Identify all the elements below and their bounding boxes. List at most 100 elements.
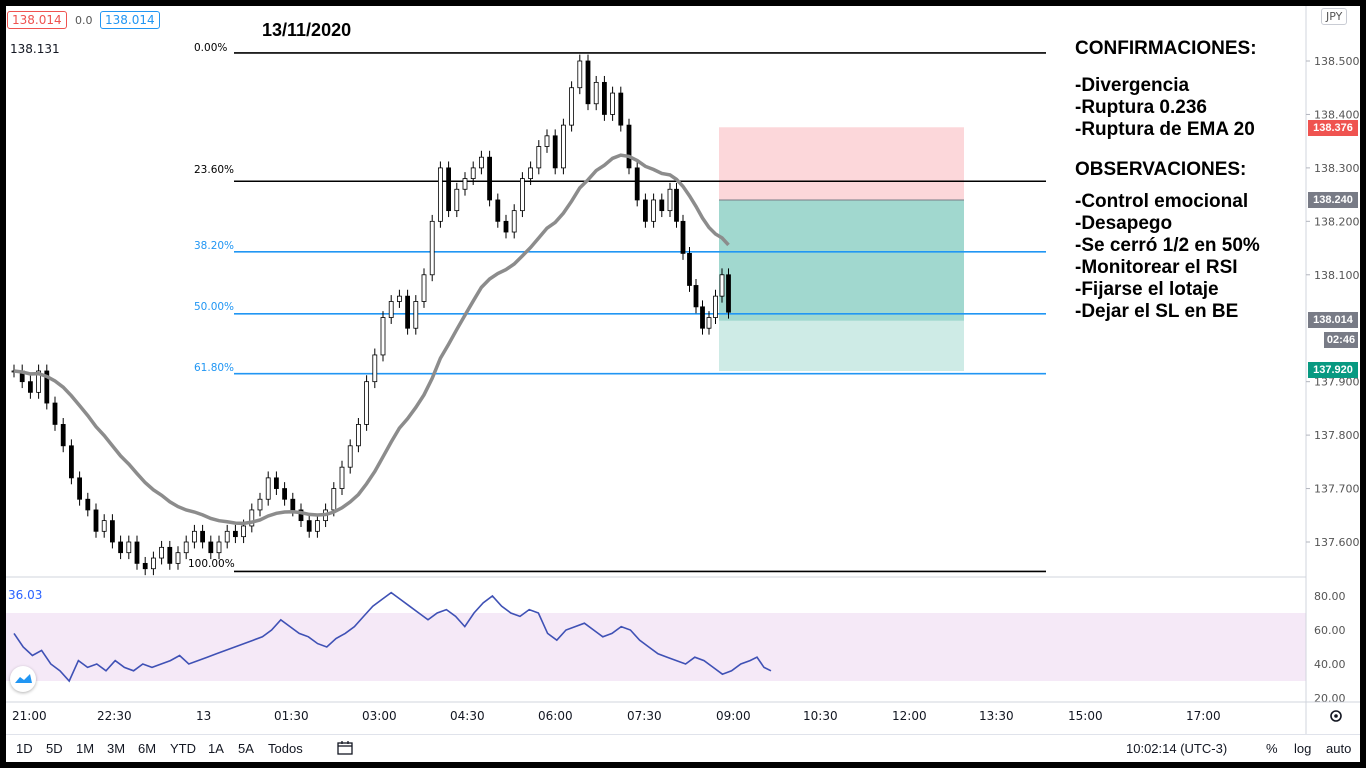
- rsi-tick-label: 40.00: [1314, 658, 1346, 671]
- candle-body: [593, 81, 599, 105]
- candle-body: [314, 520, 320, 532]
- range-6m-button[interactable]: 6M: [138, 741, 157, 756]
- candlestick-series: [11, 54, 731, 576]
- candle-body: [298, 509, 304, 522]
- candle-body: [142, 562, 148, 570]
- fib-level-label: 100.00%: [188, 558, 235, 570]
- auto-scale-button[interactable]: auto: [1326, 741, 1352, 756]
- candle-body: [674, 188, 679, 222]
- candle-body: [552, 135, 558, 169]
- price-badge-red: 138.014: [7, 11, 67, 29]
- candle-body: [405, 295, 411, 329]
- candle-body: [577, 60, 583, 89]
- candle-body: [60, 424, 66, 447]
- candle-body: [331, 488, 337, 511]
- candle-body: [290, 498, 296, 511]
- time-axis-label: 01:30: [274, 709, 309, 723]
- range-ytd-button[interactable]: YTD: [170, 741, 196, 756]
- candle-body: [265, 477, 271, 500]
- chart-frame: 0.00% 23.60% 38.20% 50.00% 61.80% 100.00% 80.…: [6, 6, 1360, 762]
- range-3m-button[interactable]: 3M: [107, 741, 126, 756]
- rsi-tick-label: 80.00: [1314, 590, 1346, 603]
- candle-body: [110, 520, 115, 543]
- fib-level-label: 23.60%: [194, 164, 234, 176]
- chart-canvas[interactable]: 0.00% 23.60% 38.20% 50.00% 61.80% 100.00% 80.…: [6, 6, 1360, 762]
- candle-body: [44, 370, 50, 404]
- rsi-tick-label: 60.00: [1314, 624, 1346, 637]
- percent-scale-button[interactable]: %: [1266, 741, 1278, 756]
- candle-body: [216, 541, 222, 554]
- candle-body: [93, 509, 99, 532]
- candle-body: [561, 124, 566, 169]
- clock-timezone[interactable]: 10:02:14 (UTC-3): [1126, 741, 1228, 756]
- observation-item: -Monitorear el RSI: [1075, 257, 1238, 278]
- profit-zone-filled: [719, 199, 964, 321]
- candle-body: [520, 178, 525, 212]
- range-all-button[interactable]: Todos: [268, 741, 303, 756]
- candle-body: [241, 525, 247, 538]
- candle-body: [470, 167, 476, 179]
- candle-body: [167, 546, 173, 564]
- candle-body: [355, 424, 361, 447]
- ema-20-line: [13, 153, 730, 526]
- price-tick-label: 137.900: [1314, 376, 1360, 389]
- settings-gear-icon: [1330, 710, 1342, 722]
- candle-body: [700, 306, 705, 329]
- currency-button[interactable]: JPY: [1321, 8, 1348, 25]
- candle-body: [667, 188, 673, 212]
- range-1d-button[interactable]: 1D: [16, 741, 33, 756]
- price-tick-label: 138.500: [1314, 55, 1360, 68]
- take-profit-price-tag: 137.920: [1308, 362, 1358, 378]
- tradingview-logo-icon[interactable]: [10, 666, 36, 692]
- candle-body: [503, 220, 509, 233]
- candle-body: [126, 541, 132, 554]
- candle-body: [413, 301, 419, 329]
- candle-body: [569, 87, 574, 126]
- candle-body: [726, 274, 731, 313]
- candle-body: [462, 178, 468, 190]
- rsi-value-label: 36.03: [8, 588, 43, 602]
- candle-body: [175, 552, 181, 564]
- range-1a-button[interactable]: 1A: [208, 741, 224, 756]
- candle-body: [224, 530, 230, 543]
- candle-body: [446, 167, 452, 212]
- goto-date-icon[interactable]: [336, 740, 354, 759]
- observation-item: -Desapego: [1075, 213, 1173, 234]
- candle-body: [478, 156, 484, 169]
- candle-body: [183, 541, 189, 554]
- change-label: 0.0: [75, 14, 93, 27]
- price-tick-label: 138.400: [1314, 108, 1360, 121]
- candle-body: [437, 167, 443, 222]
- candle-body: [618, 92, 624, 126]
- observation-item: -Control emocional: [1075, 191, 1249, 212]
- candle-body: [150, 557, 156, 570]
- last-close-label: 138.131: [10, 42, 60, 56]
- candle-body: [421, 274, 427, 302]
- confirmation-item: -Ruptura 0.236: [1075, 97, 1207, 118]
- candle-body: [693, 285, 699, 308]
- candle-body: [706, 317, 712, 329]
- candle-body: [610, 92, 615, 115]
- date-title: 13/11/2020: [262, 20, 352, 40]
- time-axis-label: 13: [196, 709, 211, 723]
- log-scale-button[interactable]: log: [1294, 741, 1312, 756]
- candle-body: [602, 81, 607, 115]
- confirmation-item: -Divergencia: [1075, 75, 1190, 96]
- time-axis-label: 21:00: [12, 709, 47, 723]
- time-axis-label: 03:00: [362, 709, 397, 723]
- candle-body: [77, 477, 82, 500]
- range-5a-button[interactable]: 5A: [238, 741, 254, 756]
- candle-body: [364, 381, 370, 425]
- candle-body: [282, 488, 288, 500]
- candle-body: [257, 498, 263, 511]
- confirmations-title: CONFIRMACIONES:: [1075, 38, 1257, 59]
- candle-body: [511, 210, 517, 233]
- rsi-band: [6, 613, 1306, 681]
- fib-level-label: 38.20%: [194, 240, 234, 252]
- range-1m-button[interactable]: 1M: [76, 741, 95, 756]
- candle-body: [396, 295, 402, 302]
- candle-body: [159, 546, 165, 559]
- rsi-line: [13, 591, 772, 683]
- range-5d-button[interactable]: 5D: [46, 741, 63, 756]
- observation-item: -Fijarse el lotaje: [1075, 279, 1219, 300]
